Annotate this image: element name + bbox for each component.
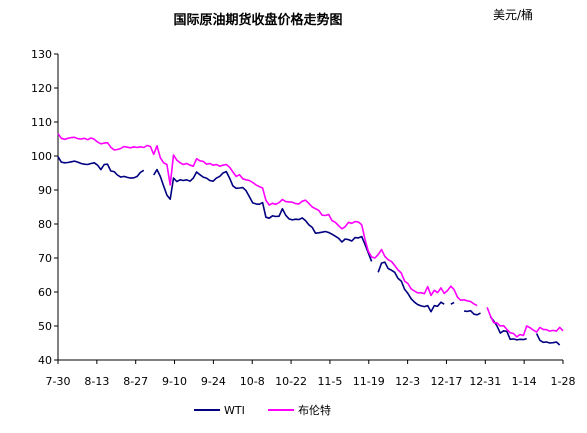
x-tick-label: 10-22	[275, 375, 307, 388]
chart-title: 国际原油期货收盘价格走势图	[173, 12, 342, 28]
y-tick-label: 120	[31, 82, 52, 95]
x-tick-label: 1-14	[512, 375, 537, 388]
y-tick-label: 40	[38, 354, 52, 367]
x-tick-label: 8-27	[123, 375, 148, 388]
x-tick-label: 9-24	[201, 375, 226, 388]
y-tick-label: 110	[31, 116, 52, 129]
legend-label-brent: 布伦特	[298, 403, 331, 417]
y-tick-label: 60	[38, 286, 52, 299]
y-tick-label: 130	[31, 48, 52, 61]
y-tick-label: 50	[38, 320, 52, 333]
x-tick-label: 1-28	[551, 375, 576, 388]
y-tick-label: 80	[38, 218, 52, 231]
y-axis-ticks: 40 50 60 70 80 90 100 110 120 130	[31, 48, 58, 367]
x-tick-label: 11-19	[353, 375, 385, 388]
x-tick-label: 7-30	[46, 375, 71, 388]
x-tick-label: 11-5	[317, 375, 342, 388]
x-tick-label: 9-10	[162, 375, 187, 388]
unit-label: 美元/桶	[493, 7, 533, 22]
legend: WTI 布伦特	[194, 403, 331, 417]
series-line-brent	[57, 133, 564, 338]
y-tick-label: 70	[38, 252, 52, 265]
x-tick-label: 8-13	[84, 375, 109, 388]
series-layer	[57, 133, 564, 346]
x-axis-ticks: 7-30 8-13 8-27 9-10 9-24 10-8 10-22 11-5 11-19 12…	[46, 360, 576, 388]
y-tick-label: 100	[31, 150, 52, 163]
x-tick-label: 12-17	[430, 375, 462, 388]
legend-label-wti: WTI	[224, 404, 245, 417]
x-tick-label: 10-8	[240, 375, 265, 388]
y-tick-label: 90	[38, 184, 52, 197]
axes	[57, 54, 563, 361]
x-tick-label: 12-3	[395, 375, 420, 388]
x-tick-label: 12-31	[469, 375, 501, 388]
series-line-wti	[57, 156, 561, 346]
